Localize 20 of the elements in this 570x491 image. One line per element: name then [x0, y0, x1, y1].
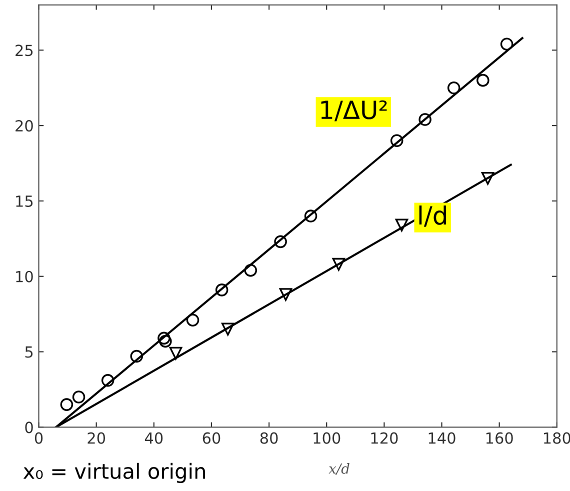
x-tick-label: 120	[371, 432, 398, 444]
series-label: 1/ΔU²	[321, 100, 387, 122]
y-tick-label: 0	[25, 422, 33, 434]
x-tick-label: 100	[314, 432, 340, 444]
y-tick-label: 5	[25, 346, 33, 358]
y-tick-label: 20	[16, 120, 33, 132]
x-tick-label: 160	[486, 432, 513, 444]
x-tick-label: 180	[544, 432, 570, 444]
y-tick-label: 10	[16, 270, 33, 282]
series-label: l/d	[419, 205, 446, 227]
x-tick-label: 20	[88, 432, 106, 444]
x-tick-label: 80	[260, 432, 278, 444]
x-tick-label: 60	[202, 432, 220, 444]
text: x₀ = virtual origin	[23, 462, 205, 484]
y-tick-label: 25	[16, 44, 33, 56]
x-tick-label: 0	[34, 432, 43, 444]
x-tick-label: 140	[428, 432, 456, 444]
x-tick-label: 40	[144, 432, 163, 444]
x-axis-title: x/d	[328, 463, 350, 475]
y-tick-label: 15	[16, 196, 33, 207]
